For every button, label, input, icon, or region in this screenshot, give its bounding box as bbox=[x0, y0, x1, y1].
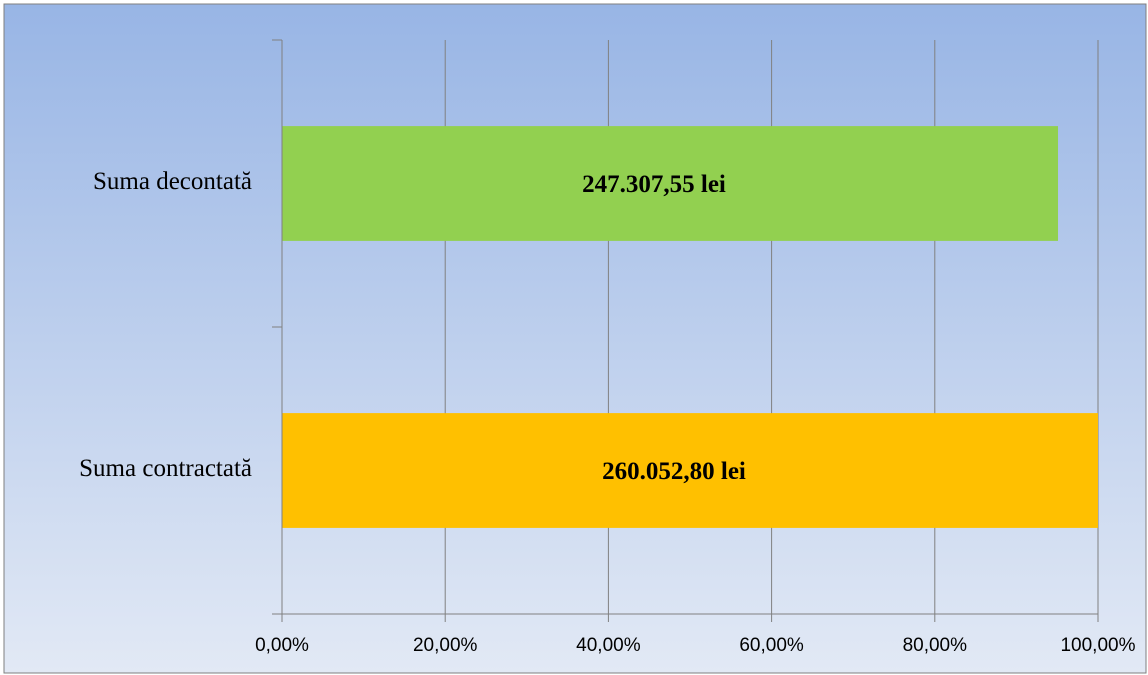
chart-background bbox=[3, 3, 1147, 674]
bar bbox=[282, 126, 1059, 241]
bar bbox=[282, 413, 1098, 528]
x-tick-label: 80,00% bbox=[903, 635, 968, 656]
data-label: 247.307,55 lei bbox=[582, 171, 726, 198]
bars bbox=[282, 126, 1098, 528]
x-tick-label: 20,00% bbox=[413, 635, 478, 656]
category-label: Suma decontată bbox=[93, 168, 252, 195]
axes bbox=[272, 39, 1099, 622]
category-label: Suma contractată bbox=[79, 455, 252, 482]
x-tick-label: 0,00% bbox=[255, 635, 309, 656]
labels: Suma contractată 260.052,80 lei Suma decon… bbox=[79, 168, 1135, 656]
x-tick-label: 40,00% bbox=[576, 635, 641, 656]
x-tick-label: 60,00% bbox=[739, 635, 804, 656]
data-label: 260.052,80 lei bbox=[602, 458, 746, 485]
x-tick-label: 100,00% bbox=[1060, 635, 1135, 656]
